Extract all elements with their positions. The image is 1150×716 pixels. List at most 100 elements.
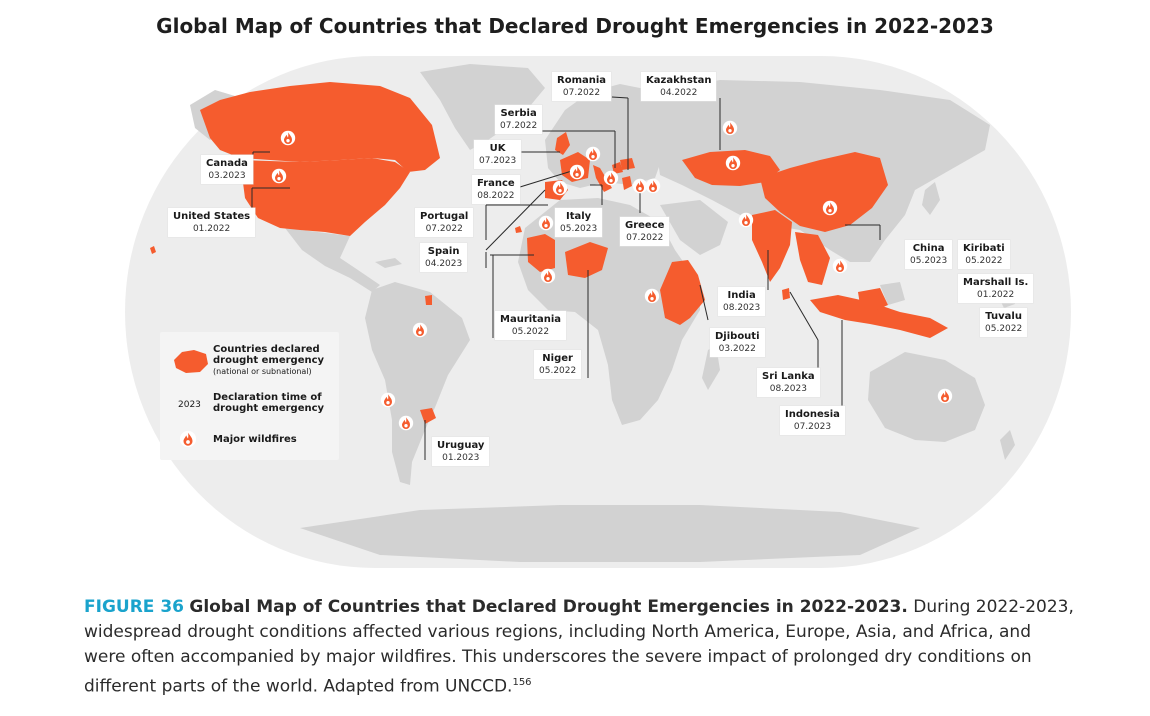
label-name: Mauritania — [500, 314, 562, 325]
legend-row-drought: Countries declared drought emergency (nat… — [160, 344, 339, 378]
australia — [868, 352, 985, 442]
country-se-asia — [795, 232, 830, 285]
label-name: Indonesia — [785, 409, 840, 420]
map-title: Global Map of Countries that Declared Dr… — [156, 14, 994, 38]
country-uk — [555, 132, 570, 155]
label-date: 05.2022 — [539, 366, 577, 376]
legend-time-label: Declaration time of drought emergency — [213, 392, 325, 414]
legend-wildfire-label: Major wildfires — [213, 434, 297, 445]
wildfire-icon — [738, 212, 754, 228]
country-mexico-small — [150, 246, 156, 254]
label-name: Kazakhstan — [646, 75, 712, 86]
label-name: China — [912, 243, 945, 254]
figure-number: FIGURE 36 — [84, 597, 184, 617]
label-date: 05.2022 — [985, 324, 1023, 334]
label-name: France — [477, 178, 515, 189]
wildfire-icon — [725, 155, 741, 171]
label-date: 07.2022 — [626, 233, 664, 243]
label-serbia: Serbia 07.2022 — [495, 105, 543, 134]
label-mauritania: Mauritania 05.2022 — [495, 311, 567, 340]
legend-year-example: 2023 — [178, 400, 201, 410]
wildfire-icon — [380, 392, 396, 408]
wildfire-icon — [585, 146, 601, 162]
wildfire-icon — [822, 200, 838, 216]
wildfire-icon — [603, 170, 619, 186]
label-date: 01.2022 — [977, 290, 1015, 300]
country-indonesia — [810, 295, 948, 338]
label-uk: UK 07.2023 — [474, 140, 522, 169]
wildfire-icon — [271, 168, 287, 184]
label-romania: Romania 07.2022 — [552, 72, 612, 101]
country-italy — [593, 165, 612, 192]
drought-countries — [150, 82, 948, 424]
label-date: 05.2023 — [560, 224, 598, 234]
map-legend: Countries declared drought emergency (nat… — [160, 332, 339, 460]
label-name: Djibouti — [715, 331, 760, 342]
label-date: 08.2022 — [477, 191, 515, 201]
drought-swatch-icon — [174, 350, 208, 373]
label-indonesia: Indonesia 07.2023 — [780, 406, 845, 435]
label-tuvalu: Tuvalu 05.2022 — [980, 308, 1028, 337]
label-date: 08.2023 — [723, 303, 761, 313]
wildfire-icon — [280, 130, 296, 146]
country-cape-verde — [515, 226, 522, 233]
africa — [518, 198, 700, 425]
wildfire-icon — [644, 288, 660, 304]
world-map — [125, 56, 1071, 568]
country-guyana — [425, 295, 432, 305]
label-china: China 05.2023 — [905, 240, 953, 269]
label-date: 07.2023 — [479, 156, 517, 166]
mexico — [285, 228, 380, 292]
country-india — [752, 210, 792, 282]
wildfire-icon — [398, 415, 414, 431]
country-greece — [622, 176, 632, 190]
country-mauritania — [527, 234, 555, 272]
label-name: Italy — [566, 211, 592, 222]
south-america — [365, 282, 470, 485]
label-united-states: United States 01.2022 — [168, 208, 256, 237]
label-name: Romania — [557, 75, 607, 86]
country-philippines — [858, 288, 888, 312]
label-name: Spain — [427, 246, 460, 257]
wildfire-icon — [552, 180, 568, 196]
label-name: Portugal — [420, 211, 469, 222]
label-name: Marshall Is. — [963, 277, 1029, 288]
caption-title: Global Map of Countries that Declared Dr… — [189, 597, 908, 617]
wildfire-icon — [538, 215, 554, 231]
label-france: France 08.2022 — [472, 175, 520, 204]
legend-row-wildfire: Major wildfires — [160, 430, 339, 450]
antarctica — [300, 505, 920, 562]
legend-drought-label: Countries declared drought emergency — [213, 344, 325, 366]
label-date: 07.2022 — [562, 88, 601, 98]
country-uruguay — [420, 408, 436, 424]
label-name: Sri Lanka — [762, 371, 815, 382]
label-date: 07.2023 — [793, 422, 832, 432]
wildfire-icon — [412, 322, 428, 338]
label-greece: Greece 07.2022 — [620, 217, 670, 246]
label-spain: Spain 04.2023 — [420, 243, 468, 272]
label-date: 01.2023 — [442, 453, 480, 463]
label-uruguay: Uruguay 01.2023 — [432, 437, 490, 466]
caption-body: During 2022-2023, widespread drought con… — [84, 597, 1074, 697]
label-canada: Canada 03.2023 — [201, 155, 253, 184]
country-horn-africa — [660, 260, 705, 325]
label-name: United States — [173, 211, 251, 222]
wildfire-icon — [569, 164, 585, 180]
wildfire-icon — [632, 178, 648, 194]
label-date: 04.2022 — [660, 88, 698, 98]
wildfire-icon — [937, 388, 953, 404]
label-djibouti: Djibouti 03.2022 — [710, 328, 765, 357]
label-sri-lanka: Sri Lanka 08.2023 — [757, 368, 820, 397]
label-date: 03.2023 — [208, 171, 246, 181]
label-name: Uruguay — [437, 440, 485, 451]
caption-reference: 156 — [512, 677, 532, 688]
country-china — [760, 152, 888, 232]
country-canada — [200, 82, 440, 172]
label-date: 05.2022 — [965, 256, 1003, 266]
legend-row-time: 2023 Declaration time of drought emergen… — [160, 392, 339, 418]
label-italy: Italy 05.2023 — [555, 208, 603, 237]
country-niger — [565, 242, 608, 278]
label-kiribati: Kiribati 05.2022 — [958, 240, 1010, 269]
greenland — [420, 64, 545, 150]
country-sri-lanka — [782, 288, 790, 300]
